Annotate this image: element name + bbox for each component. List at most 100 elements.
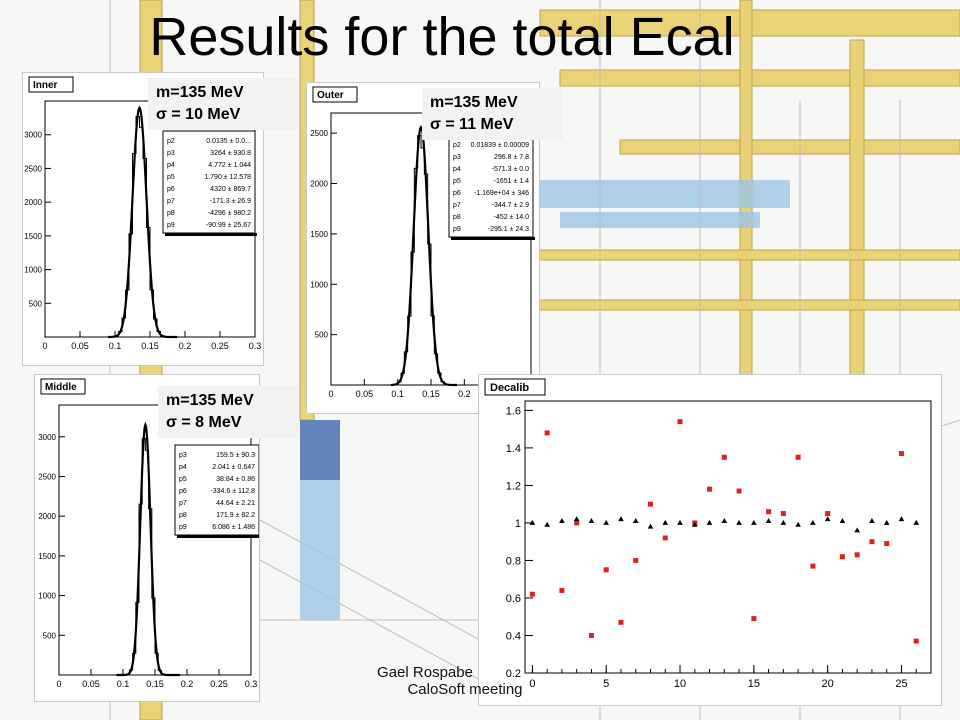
hist-stat-name: p5	[179, 476, 187, 483]
scatter-point-red	[633, 557, 639, 563]
hist-ytick-label: 3000	[38, 433, 56, 442]
hist-title-box	[40, 378, 86, 395]
scatter-xtick-label: 5	[603, 678, 609, 690]
scatter-xtick-label: 10	[674, 678, 686, 690]
scatter-point-triangle	[632, 518, 639, 524]
hist-stat-value: 4.772 ± 1.044	[208, 162, 251, 169]
hist-ytick-label: 500	[29, 299, 43, 308]
hist-stat-name: p7	[179, 500, 187, 507]
hist-stats-box	[174, 444, 259, 536]
hist-stat-value: -1.169e+04 ± 346	[474, 190, 529, 197]
hist-stats-box	[162, 130, 256, 234]
hist-xtick-label: 0	[328, 389, 333, 399]
hist-fit-curve	[390, 125, 458, 387]
hist-xtick-label: 0.2	[181, 679, 194, 689]
annotation-middle-mass: m=135 MeV	[166, 392, 254, 409]
hist-stat-value: 6.086 ± 1.486	[212, 524, 255, 531]
scatter-point-triangle	[913, 519, 920, 525]
hist-stat-name: p4	[167, 162, 175, 169]
hist-stat-name: p9	[179, 524, 187, 531]
hist-stat-value: -334.6 ± 112.8	[210, 488, 255, 495]
hist-xtick-label: 0.1	[117, 679, 130, 689]
annotation-middle: m=135 MeV σ = 8 MeV	[158, 386, 299, 438]
scatter-point-triangle	[647, 523, 654, 529]
hist-title: Inner	[33, 80, 58, 91]
hist-stat-name: p4	[453, 166, 461, 173]
scatter-point-red	[662, 535, 668, 541]
hist-stat-name: p8	[453, 214, 461, 221]
hist-xtick-label: 0.15	[141, 341, 159, 351]
scatter-point-triangle	[721, 518, 728, 524]
scatter-xtick-label: 25	[895, 678, 907, 690]
hist-xtick-label: 0.3	[245, 679, 258, 689]
hist-title: Outer	[317, 90, 344, 101]
hist-xtick-label: 0.05	[356, 389, 374, 399]
scatter-point-red	[751, 616, 757, 622]
scatter-point-red	[854, 552, 860, 558]
footer-meeting: CaloSoft meeting	[407, 681, 523, 698]
hist-ytick-label: 2500	[310, 129, 328, 138]
histogram-panel-middle: Middle 0 0.05 0.1 0.15 0.2 0.25 0.3 500 1000 1500 2…	[34, 374, 260, 702]
scatter-point-red	[795, 454, 801, 460]
scatter-ytick-label: 1.2	[506, 480, 521, 492]
scatter-point-triangle	[618, 516, 624, 522]
scatter-point-triangle	[839, 518, 846, 524]
scatter-point-red	[721, 454, 727, 460]
hist-ytick-label: 2000	[24, 198, 42, 207]
scatter-ytick-label: 1.4	[506, 443, 521, 455]
scatter-xtick-label: 15	[748, 678, 760, 690]
hist-stat-name: p6	[179, 488, 187, 495]
annotation-outer-mass: m=135 MeV	[430, 94, 518, 111]
hist-xtick-label: 0.15	[146, 679, 164, 689]
hist-ytick-label: 500	[315, 331, 329, 340]
hist-ytick-label: 1000	[38, 592, 56, 601]
scatter-point-red	[588, 632, 594, 638]
hist-ytick-label: 2000	[310, 180, 328, 189]
hist-stat-name: p9	[167, 222, 175, 229]
scatter-point-triangle	[736, 519, 742, 525]
scatter-point-triangle	[765, 518, 772, 524]
scatter-point-triangle	[691, 521, 698, 527]
hist-stats-box	[448, 134, 534, 238]
hist-stat-name: p4	[179, 464, 187, 471]
scatter-point-red	[780, 511, 786, 517]
hist-stat-name: p5	[167, 174, 175, 181]
scatter-point-triangle	[559, 518, 565, 524]
hist-stat-name: p2	[167, 138, 175, 145]
scatter-point-triangle	[529, 519, 536, 525]
hist-stat-value: -295.1 ± 24.3	[488, 226, 529, 233]
scatter-point-red	[603, 567, 609, 573]
hist-stat-value: -452 ± 14.0	[494, 214, 529, 221]
hist-stat-value: -90.99 ± 25.67	[206, 222, 251, 229]
scatter-point-red	[825, 511, 831, 517]
scatter-ytick-label: 1	[515, 518, 521, 530]
scatter-ytick-label: 0.2	[506, 668, 521, 680]
scatter-point-red	[913, 638, 919, 644]
hist-xtick-label: 0.25	[210, 679, 228, 689]
hist-ytick-label: 500	[43, 631, 57, 640]
annotation-inner-mass: m=135 MeV	[156, 84, 244, 101]
hist-stat-name: p3	[179, 452, 187, 459]
scatter-point-red	[810, 563, 816, 569]
scatter-point-red	[618, 619, 624, 625]
hist-stat-name: p5	[453, 178, 461, 185]
hist-stat-value: 159.5 ± 90.3	[216, 452, 255, 459]
hist-stat-name: p8	[167, 210, 175, 217]
histogram-inner-svg: Inner 0 0.05 0.1 0.15 0.2 0.25 0.3 500 1000 1500 20…	[24, 76, 262, 351]
hist-ytick-label: 3000	[24, 131, 42, 140]
hist-stat-value: 171.9 ± 82.2	[216, 512, 255, 519]
scatter-point-red	[647, 501, 653, 507]
scatter-point-triangle	[662, 519, 669, 525]
hist-xtick-label: 0.3	[249, 341, 262, 351]
hist-ytick-label: 1000	[310, 280, 328, 289]
scatter-point-red	[898, 451, 904, 457]
scatter-xtick-label: 0	[529, 678, 535, 690]
scatter-point-triangle	[751, 519, 757, 525]
hist-stat-value: 38.84 ± 0.86	[216, 476, 255, 483]
hist-ytick-label: 2500	[24, 164, 42, 173]
annotation-middle-sigma: σ = 8 MeV	[166, 414, 242, 431]
hist-stat-value: 0.01839 ± 0.00009	[471, 142, 529, 149]
hist-stat-name: p3	[167, 150, 175, 157]
scatter-ytick-label: 0.8	[506, 555, 521, 567]
hist-xtick-label: 0	[56, 679, 61, 689]
